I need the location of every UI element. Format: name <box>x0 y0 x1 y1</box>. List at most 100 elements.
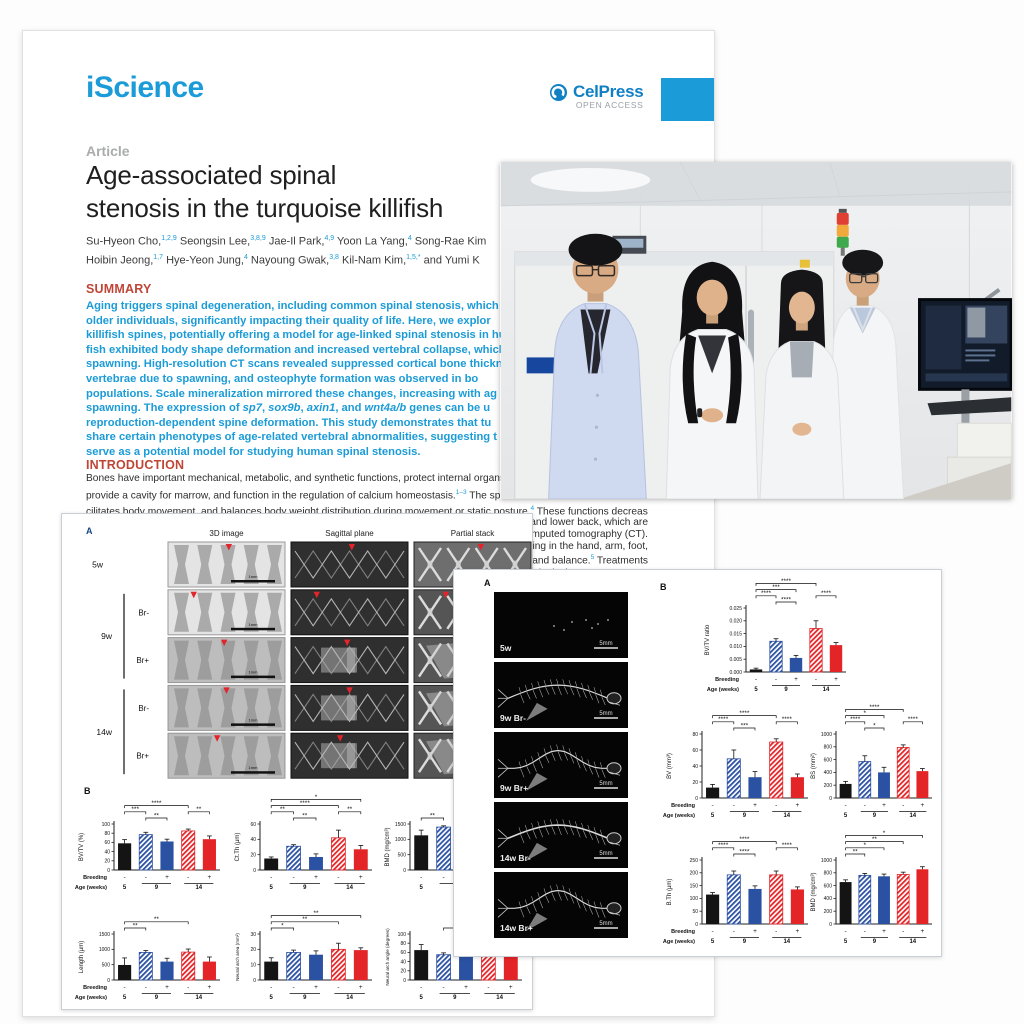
svg-text:0.025: 0.025 <box>729 606 742 612</box>
svg-text:9: 9 <box>453 995 457 1001</box>
svg-text:9: 9 <box>155 885 159 891</box>
svg-text:+: + <box>509 984 513 991</box>
text-line: serve as a potential model for studying … <box>86 445 421 458</box>
svg-text:-: - <box>733 802 735 809</box>
svg-text:5: 5 <box>711 813 715 819</box>
svg-text:+: + <box>208 874 212 881</box>
svg-text:***: *** <box>131 806 139 813</box>
svg-text:Br-: Br- <box>138 704 149 713</box>
text-line: fish exhibited body shape deformation an… <box>86 343 506 356</box>
svg-text:BMD (mg/cm³): BMD (mg/cm³) <box>811 873 817 912</box>
svg-text:9: 9 <box>155 995 159 1001</box>
svg-text:1500: 1500 <box>99 932 110 938</box>
figure2-panel-b-label: B <box>660 582 667 592</box>
svg-text:9: 9 <box>743 813 747 819</box>
svg-text:14: 14 <box>195 885 202 891</box>
svg-text:Neural arch angle (degrees): Neural arch angle (degrees) <box>385 928 390 986</box>
svg-text:****: **** <box>821 590 832 597</box>
svg-text:Br-: Br- <box>138 608 149 617</box>
svg-text:5mm: 5mm <box>599 851 612 857</box>
svg-text:-: - <box>487 984 489 991</box>
svg-text:Breeding: Breeding <box>715 677 739 683</box>
svg-text:-: - <box>902 928 904 935</box>
svg-text:-: - <box>443 874 445 881</box>
svg-text:-: - <box>145 984 147 991</box>
svg-text:14: 14 <box>823 687 830 693</box>
svg-text:60: 60 <box>400 950 406 956</box>
svg-text:14w Br-: 14w Br- <box>500 853 531 863</box>
open-access-label: OPEN ACCESS <box>575 100 644 110</box>
svg-text:400: 400 <box>824 770 833 776</box>
svg-text:Age (weeks): Age (weeks) <box>707 687 739 693</box>
svg-text:-: - <box>712 928 714 935</box>
chart-bmd-fig2: 0 200 400 600 800 1000 BMD (mg/cm³) ** * ** * - - + - +… <box>806 830 936 957</box>
svg-text:+: + <box>882 802 886 809</box>
svg-text:-: - <box>775 802 777 809</box>
text-line: vertebrae due to spawning, and osteophyt… <box>86 372 479 385</box>
svg-text:1500: 1500 <box>395 822 406 828</box>
svg-text:800: 800 <box>824 745 833 751</box>
svg-text:-: - <box>187 984 189 991</box>
svg-text:Neural arch area (mm²): Neural arch area (mm²) <box>235 933 240 981</box>
svg-text:-: - <box>755 676 757 683</box>
svg-text:**: ** <box>154 916 160 923</box>
svg-text:+: + <box>359 874 363 881</box>
svg-text:14: 14 <box>783 939 790 945</box>
svg-text:150: 150 <box>690 883 699 889</box>
chart-bvtv-percent: 0 20 40 60 80 100 BV/TV (%) *** ** **** ** - - + - +5 9 1… <box>74 794 224 903</box>
svg-text:Breeding: Breeding <box>671 929 695 935</box>
introduction-heading: INTRODUCTION <box>86 458 185 472</box>
svg-text:-: - <box>420 874 422 881</box>
svg-text:**: ** <box>872 836 878 843</box>
svg-text:-: - <box>270 984 272 991</box>
svg-text:BV (mm³): BV (mm³) <box>667 753 673 779</box>
svg-text:Length (μm): Length (μm) <box>79 941 85 973</box>
svg-text:0: 0 <box>107 868 110 874</box>
svg-text:-: - <box>293 984 295 991</box>
svg-text:****: **** <box>151 800 162 807</box>
svg-text:0: 0 <box>253 978 256 984</box>
svg-text:+: + <box>314 984 318 991</box>
chart-length: 0 500 1000 1500 Length (μm) ** ** - - + - +5 9 14 Bree… <box>74 904 224 1013</box>
text-line: reproduction-dependent spine deformation… <box>86 416 492 429</box>
svg-text:**: ** <box>313 910 319 917</box>
svg-text:****: **** <box>718 716 729 723</box>
svg-text:*: * <box>281 922 284 929</box>
svg-text:9: 9 <box>303 995 307 1001</box>
svg-text:30: 30 <box>250 932 256 938</box>
svg-text:+: + <box>796 802 800 809</box>
svg-text:-: - <box>443 984 445 991</box>
svg-text:800: 800 <box>824 871 833 877</box>
svg-text:1mm: 1mm <box>249 765 259 770</box>
svg-text:-: - <box>775 676 777 683</box>
person-2 <box>665 261 759 500</box>
svg-text:Ct.Th (μm): Ct.Th (μm) <box>235 833 241 862</box>
svg-text:60: 60 <box>104 840 110 846</box>
svg-text:****: **** <box>781 596 792 603</box>
svg-text:+: + <box>834 676 838 683</box>
svg-text:Br+: Br+ <box>136 656 149 665</box>
svg-text:**: ** <box>853 848 859 855</box>
svg-text:*: * <box>315 794 318 801</box>
svg-text:****: **** <box>300 800 311 807</box>
svg-text:0.005: 0.005 <box>729 657 742 663</box>
person-1 <box>548 233 647 500</box>
svg-text:600: 600 <box>824 757 833 763</box>
text-line: populations. Scale mineralization mirror… <box>86 387 497 400</box>
svg-text:+: + <box>208 984 212 991</box>
svg-text:5w: 5w <box>92 560 104 570</box>
chart-neural-arch-area: 0 10 20 30 Neural arch area (mm²) * ** ** - - + - +5… <box>230 904 376 1013</box>
person-3 <box>759 269 845 500</box>
svg-text:****: **** <box>908 716 919 723</box>
svg-text:5: 5 <box>420 995 424 1001</box>
svg-text:****: **** <box>739 710 750 717</box>
svg-text:14: 14 <box>783 813 790 819</box>
svg-text:**: ** <box>430 812 436 819</box>
svg-text:80: 80 <box>400 941 406 947</box>
svg-text:5mm: 5mm <box>599 711 612 717</box>
svg-text:**: ** <box>133 922 139 929</box>
svg-text:Breeding: Breeding <box>83 985 107 991</box>
svg-text:9: 9 <box>303 885 307 891</box>
svg-text:200: 200 <box>690 871 699 877</box>
